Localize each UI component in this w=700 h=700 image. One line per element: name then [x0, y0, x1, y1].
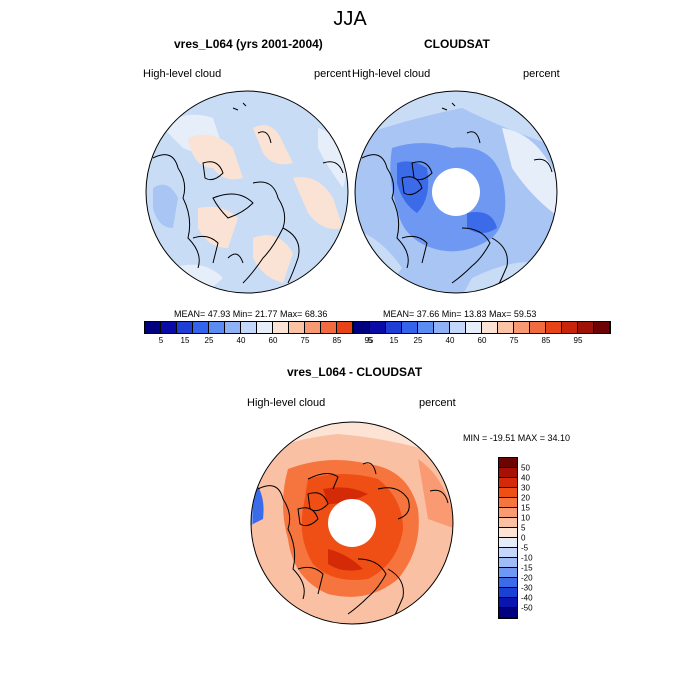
colorbar-swatch: [241, 322, 257, 333]
cb2-tick: 85: [541, 336, 551, 345]
panel1-variable-label: High-level cloud: [143, 68, 222, 80]
colorbar-swatch: [530, 322, 546, 333]
cb3-tick: 0: [521, 533, 526, 543]
colorbar-swatch: [499, 468, 517, 478]
colorbar-swatch: [289, 322, 305, 333]
colorbar-swatch: [499, 558, 517, 568]
colorbar-swatch: [498, 322, 514, 333]
panel3-units-label: percent: [419, 397, 456, 409]
colorbar-swatch: [499, 498, 517, 508]
cb3-tick: 15: [521, 503, 530, 513]
panel3-polar-map: [250, 421, 454, 625]
cb1-tick: 95: [364, 336, 374, 345]
panel3-stats: MIN = -19.51 MAX = 34.10: [463, 433, 571, 443]
cb3-tick: 30: [521, 483, 530, 493]
cb1-tick: 60: [268, 336, 278, 345]
panel2-stats: MEAN= 37.66 Min= 13.83 Max= 59.53: [383, 309, 537, 319]
colorbar-swatch: [354, 322, 370, 333]
colorbar-swatch: [466, 322, 482, 333]
colorbar-swatch: [499, 568, 517, 578]
colorbar-swatch: [499, 548, 517, 558]
colorbar-swatch: [499, 488, 517, 498]
colorbar-swatch: [499, 538, 517, 548]
colorbar-swatch: [434, 322, 450, 333]
cb3-tick: -20: [521, 573, 533, 583]
cb3-tick: 5: [521, 523, 526, 533]
cb3-tick: -30: [521, 583, 533, 593]
colorbar-swatch: [514, 322, 530, 333]
panel3-colorbar: [498, 457, 518, 619]
colorbar-swatch: [450, 322, 466, 333]
cb1-tick: 15: [180, 336, 190, 345]
cb3-tick: -50: [521, 603, 533, 613]
colorbar-swatch: [257, 322, 273, 333]
panel1-units-label: percent: [314, 68, 351, 80]
colorbar-swatch: [546, 322, 562, 333]
panel2-units-label: percent: [523, 68, 560, 80]
panel1-stats: MEAN= 47.93 Min= 21.77 Max= 68.36: [174, 309, 328, 319]
panel2-polar-map: [354, 90, 558, 294]
panel1-colorbar: [144, 321, 402, 334]
cb3-tick: 20: [521, 493, 530, 503]
colorbar-swatch: [225, 322, 241, 333]
cb2-tick: 95: [573, 336, 583, 345]
cb2-tick: 25: [413, 336, 423, 345]
colorbar-swatch: [305, 322, 321, 333]
panel1-colorbar-ticks: 5 15 25 40 60 75 85 95: [145, 336, 401, 348]
colorbar-swatch: [594, 322, 610, 333]
cb2-tick: 60: [477, 336, 487, 345]
cb1-tick: 85: [332, 336, 342, 345]
colorbar-swatch: [499, 528, 517, 538]
colorbar-swatch: [337, 322, 353, 333]
panel2-title: CLOUDSAT: [424, 37, 490, 51]
cb2-tick: 75: [509, 336, 519, 345]
panel2-colorbar: [353, 321, 611, 334]
colorbar-swatch: [562, 322, 578, 333]
panel3-variable-label: High-level cloud: [247, 397, 326, 409]
cb3-tick: -40: [521, 593, 533, 603]
colorbar-swatch: [499, 578, 517, 588]
colorbar-swatch: [499, 518, 517, 528]
panel2-variable-label: High-level cloud: [352, 68, 431, 80]
cb3-tick: -5: [521, 543, 529, 553]
colorbar-swatch: [418, 322, 434, 333]
cb3-tick: 50: [521, 463, 530, 473]
cb2-tick: 40: [445, 336, 455, 345]
colorbar-swatch: [482, 322, 498, 333]
colorbar-swatch: [499, 598, 517, 608]
colorbar-swatch: [578, 322, 594, 333]
colorbar-swatch: [273, 322, 289, 333]
cb2-tick: 5: [367, 336, 373, 345]
cb1-tick: 25: [204, 336, 214, 345]
panel2-colorbar-ticks: 5 15 25 40 60 75 85 95: [354, 336, 610, 348]
colorbar-swatch: [499, 608, 517, 618]
colorbar-swatch: [499, 458, 517, 468]
figure-title: JJA: [333, 8, 367, 30]
cb1-tick: 40: [236, 336, 246, 345]
cb2-tick: 15: [389, 336, 399, 345]
cb3-tick: -15: [521, 563, 533, 573]
colorbar-swatch: [499, 478, 517, 488]
cb3-tick: 10: [521, 513, 530, 523]
panel1-polar-map: [145, 90, 349, 294]
cb1-tick: 5: [158, 336, 164, 345]
cb3-tick: 40: [521, 473, 530, 483]
colorbar-swatch: [499, 508, 517, 518]
colorbar-swatch: [177, 322, 193, 333]
colorbar-swatch: [145, 322, 161, 333]
colorbar-swatch: [370, 322, 386, 333]
cb1-tick: 75: [300, 336, 310, 345]
colorbar-swatch: [402, 322, 418, 333]
colorbar-swatch: [499, 588, 517, 598]
colorbar-swatch: [321, 322, 337, 333]
colorbar-swatch: [386, 322, 402, 333]
colorbar-swatch: [193, 322, 209, 333]
colorbar-swatch: [161, 322, 177, 333]
panel3-title: vres_L064 - CLOUDSAT: [287, 365, 423, 379]
colorbar-swatch: [209, 322, 225, 333]
panel1-title: vres_L064 (yrs 2001-2004): [174, 37, 323, 51]
panel3-colorbar-ticks: 50 40 30 20 15 10 5 0 -5 -10 -15 -20 -30…: [521, 458, 551, 618]
cb3-tick: -10: [521, 553, 533, 563]
